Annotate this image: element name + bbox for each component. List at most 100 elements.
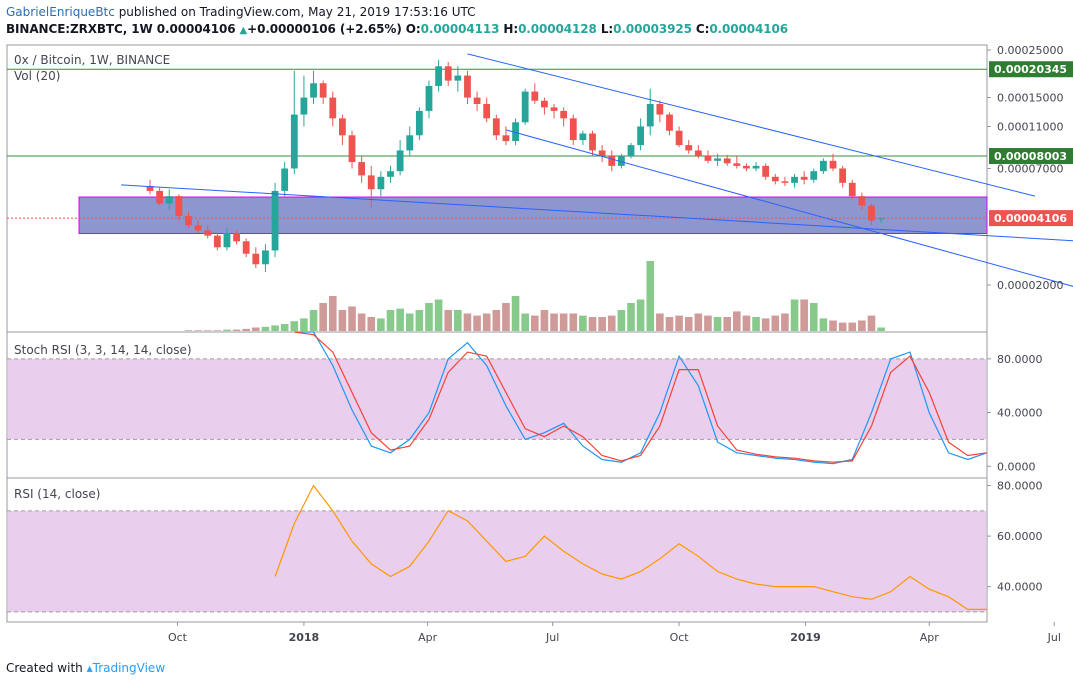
candle-body xyxy=(204,230,212,236)
time-tick-label: Apr xyxy=(920,631,940,644)
candle-body xyxy=(637,126,645,146)
candle-body xyxy=(435,66,442,86)
volume-bar xyxy=(184,330,193,331)
price-change: +0.00000106 (+2.65%) xyxy=(247,22,402,36)
volume-bar xyxy=(829,320,837,331)
volume-bar xyxy=(386,310,395,331)
candle-body xyxy=(223,232,231,248)
volume-bar xyxy=(357,313,366,331)
candle-body xyxy=(848,182,856,197)
candle-body xyxy=(310,83,317,98)
candle-body xyxy=(175,196,183,217)
oscillator-tick-label: 0.0000 xyxy=(997,460,1036,473)
volume-bar xyxy=(252,327,260,331)
time-tick-label: Oct xyxy=(168,631,188,644)
volume-bar xyxy=(309,310,318,331)
oscillator-band xyxy=(8,510,986,612)
volume-bar xyxy=(482,313,491,331)
price-tick-label: 0.00011000 xyxy=(997,120,1063,133)
volume-bar xyxy=(203,330,212,331)
low-label: L: xyxy=(600,22,614,36)
candle-body xyxy=(367,175,375,190)
candle-body xyxy=(242,241,250,254)
candle-body xyxy=(483,104,491,119)
candle-body xyxy=(656,104,664,115)
candle-body xyxy=(415,110,423,136)
volume-bar xyxy=(867,315,876,331)
low-value: 0.00003925 xyxy=(613,22,692,36)
volume-bar xyxy=(684,317,693,331)
candle-body xyxy=(743,165,750,169)
trend-line xyxy=(467,53,1036,197)
rsi-pane-title: RSI (14, close) xyxy=(14,487,101,501)
candle-body xyxy=(339,118,346,136)
volume-bar xyxy=(348,306,356,331)
volume-bar xyxy=(636,299,645,331)
close-label: C: xyxy=(695,22,710,36)
candle-body xyxy=(473,97,481,105)
candle-body xyxy=(300,97,308,115)
volume-bar xyxy=(338,310,347,331)
time-tick-label: Jul xyxy=(1047,631,1061,644)
symbol-label: BINANCE:ZRXBTC, 1W xyxy=(6,22,153,36)
candle-body xyxy=(752,165,760,169)
volume-bar xyxy=(223,329,231,331)
tradingview-link[interactable]: TradingView xyxy=(92,661,166,675)
price-tick-label: 0.00007000 xyxy=(997,162,1063,175)
candle-body xyxy=(617,156,625,166)
candle-body xyxy=(454,75,462,81)
volume-bar xyxy=(559,313,568,331)
candle-body xyxy=(598,150,606,157)
candle-body xyxy=(425,85,433,111)
candle-body xyxy=(733,163,741,166)
publish-info: GabrielEnriqueBtc published on TradingVi… xyxy=(6,5,475,19)
candle-body xyxy=(829,160,837,169)
tradingview-logo-icon[interactable]: ▴ xyxy=(86,661,93,675)
volume-bar xyxy=(790,299,799,331)
volume-bar xyxy=(742,315,751,331)
candle-body xyxy=(165,196,173,204)
volume-bar xyxy=(415,310,424,331)
volume-bar xyxy=(213,330,222,331)
rsi-line xyxy=(274,484,987,611)
candle-body xyxy=(560,110,568,119)
high-value: 0.00004128 xyxy=(518,22,597,36)
volume-bar xyxy=(607,315,616,331)
volume-bar xyxy=(694,313,703,331)
publish-text: published on TradingView.com, May 21, 20… xyxy=(118,5,476,19)
price-tick-label: 0.00025000 xyxy=(997,44,1063,57)
candle-body xyxy=(627,145,635,157)
oscillator-band xyxy=(8,358,986,440)
volume-bar xyxy=(511,296,520,331)
candle-body xyxy=(146,185,154,191)
candle-body xyxy=(723,158,731,164)
level-price-label: 0.00008003 xyxy=(994,150,1067,163)
volume-bar xyxy=(540,310,549,331)
candle-body xyxy=(252,253,260,265)
candle-body xyxy=(541,100,548,108)
level-price-tag xyxy=(989,61,1073,78)
candle-body xyxy=(233,232,240,242)
candle-body xyxy=(271,190,279,251)
volume-bar xyxy=(733,311,741,331)
price-tick-label: 0.00002000 xyxy=(997,279,1063,292)
support-zone xyxy=(78,196,988,234)
candle-body xyxy=(685,145,693,151)
time-tick-label: Jul xyxy=(545,631,559,644)
volume-bar xyxy=(704,315,712,331)
last-price-label: 0.00004106 xyxy=(994,212,1067,225)
candle-body xyxy=(194,225,202,231)
candle-body xyxy=(666,114,673,131)
volume-bar xyxy=(877,327,885,331)
author-link[interactable]: GabrielEnriqueBtc xyxy=(6,5,115,19)
volume-bar xyxy=(838,322,847,331)
volume-bar xyxy=(858,320,866,331)
trend-line xyxy=(121,184,1073,242)
candle-body xyxy=(694,150,702,157)
created-with-text: Created with xyxy=(6,661,83,675)
volume-bar xyxy=(771,315,780,331)
volume-bar xyxy=(588,317,597,331)
volume-bar xyxy=(319,303,327,331)
candle-body xyxy=(492,118,500,136)
